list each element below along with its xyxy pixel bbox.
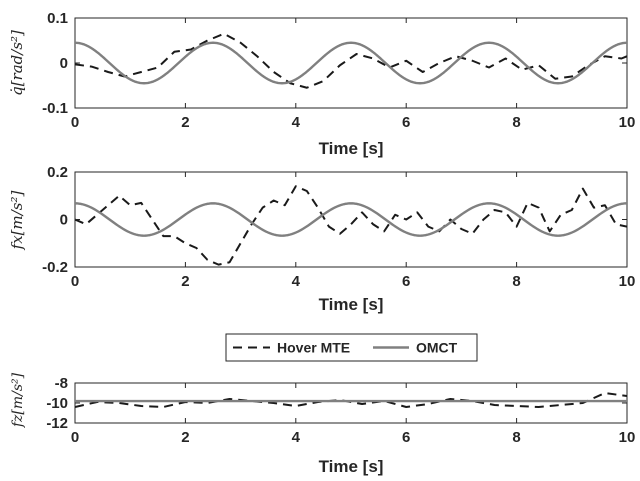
x-tick-label: 4 bbox=[292, 273, 301, 290]
y-axis: 0.2 0 -0.2 bbox=[42, 164, 68, 276]
x-axis-label: Time [s] bbox=[319, 295, 384, 314]
y-axis-label: fz[m/s²] bbox=[10, 372, 26, 428]
x-axis: 0 2 4 6 8 10 bbox=[71, 273, 636, 290]
y-axis: 0.1 0 -0.1 bbox=[42, 10, 68, 117]
x-tick-label: 2 bbox=[181, 273, 189, 290]
y-axis-label: q̇[rad/s²] bbox=[8, 30, 26, 96]
x-axis: 0 2 4 6 8 10 bbox=[71, 114, 636, 131]
panel-force-x: 0.2 0 -0.2 0 2 4 6 8 10 Time [s] fx[m/s²… bbox=[8, 164, 635, 314]
panel-angular-accel: 0.1 0 -0.1 0 2 4 6 8 10 Time [s] q̇[rad/… bbox=[8, 10, 635, 158]
y-tick-label: -10 bbox=[46, 395, 68, 412]
y-tick-label: 0.1 bbox=[47, 10, 68, 27]
y-tick-label: -8 bbox=[55, 375, 68, 392]
x-tick-label: 2 bbox=[181, 114, 189, 131]
series-line-omct bbox=[75, 41, 627, 85]
tick-marks bbox=[74, 17, 628, 109]
panel-force-z: -8 -10 -12 0 2 4 6 8 10 Time [s] fz[m/s²… bbox=[10, 372, 635, 476]
x-tick-label: 0 bbox=[71, 429, 79, 446]
series-line-hover-mte bbox=[75, 185, 627, 266]
x-tick-label: 8 bbox=[512, 114, 520, 131]
series-line-hover-mte bbox=[75, 32, 627, 89]
x-tick-label: 0 bbox=[71, 114, 79, 131]
x-axis-label: Time [s] bbox=[319, 457, 384, 476]
y-tick-label: 0.2 bbox=[47, 164, 68, 181]
legend-label-hover-mte: Hover MTE bbox=[277, 340, 350, 356]
y-tick-label: 0 bbox=[60, 212, 68, 229]
x-tick-label: 10 bbox=[619, 429, 636, 446]
legend: Hover MTE OMCT bbox=[225, 333, 478, 362]
x-tick-label: 2 bbox=[181, 429, 189, 446]
x-tick-label: 10 bbox=[619, 114, 636, 131]
x-tick-label: 0 bbox=[71, 273, 79, 290]
x-axis: 0 2 4 6 8 10 bbox=[71, 429, 636, 446]
x-tick-label: 4 bbox=[292, 114, 301, 131]
plot-area bbox=[75, 185, 627, 266]
x-tick-label: 4 bbox=[292, 429, 301, 446]
x-axis-label: Time [s] bbox=[319, 139, 384, 158]
y-tick-label: 0 bbox=[60, 55, 68, 72]
x-tick-label: 10 bbox=[619, 273, 636, 290]
tick-marks bbox=[74, 382, 628, 424]
legend-label-omct: OMCT bbox=[416, 340, 458, 356]
x-tick-label: 8 bbox=[512, 429, 520, 446]
x-tick-label: 8 bbox=[512, 273, 520, 290]
x-tick-label: 6 bbox=[402, 114, 410, 131]
plot-area bbox=[75, 392, 627, 408]
plot-box bbox=[74, 17, 628, 109]
plot-area bbox=[75, 32, 627, 89]
x-tick-label: 6 bbox=[402, 273, 410, 290]
x-tick-label: 6 bbox=[402, 429, 410, 446]
y-axis-label: fx[m/s²] bbox=[8, 191, 26, 251]
y-tick-label: -0.1 bbox=[42, 100, 68, 117]
y-tick-label: -12 bbox=[46, 415, 68, 432]
y-axis: -8 -10 -12 bbox=[46, 375, 68, 432]
series-line-omct bbox=[75, 202, 627, 237]
y-tick-label: -0.2 bbox=[42, 259, 68, 276]
tick-marks bbox=[74, 171, 628, 268]
